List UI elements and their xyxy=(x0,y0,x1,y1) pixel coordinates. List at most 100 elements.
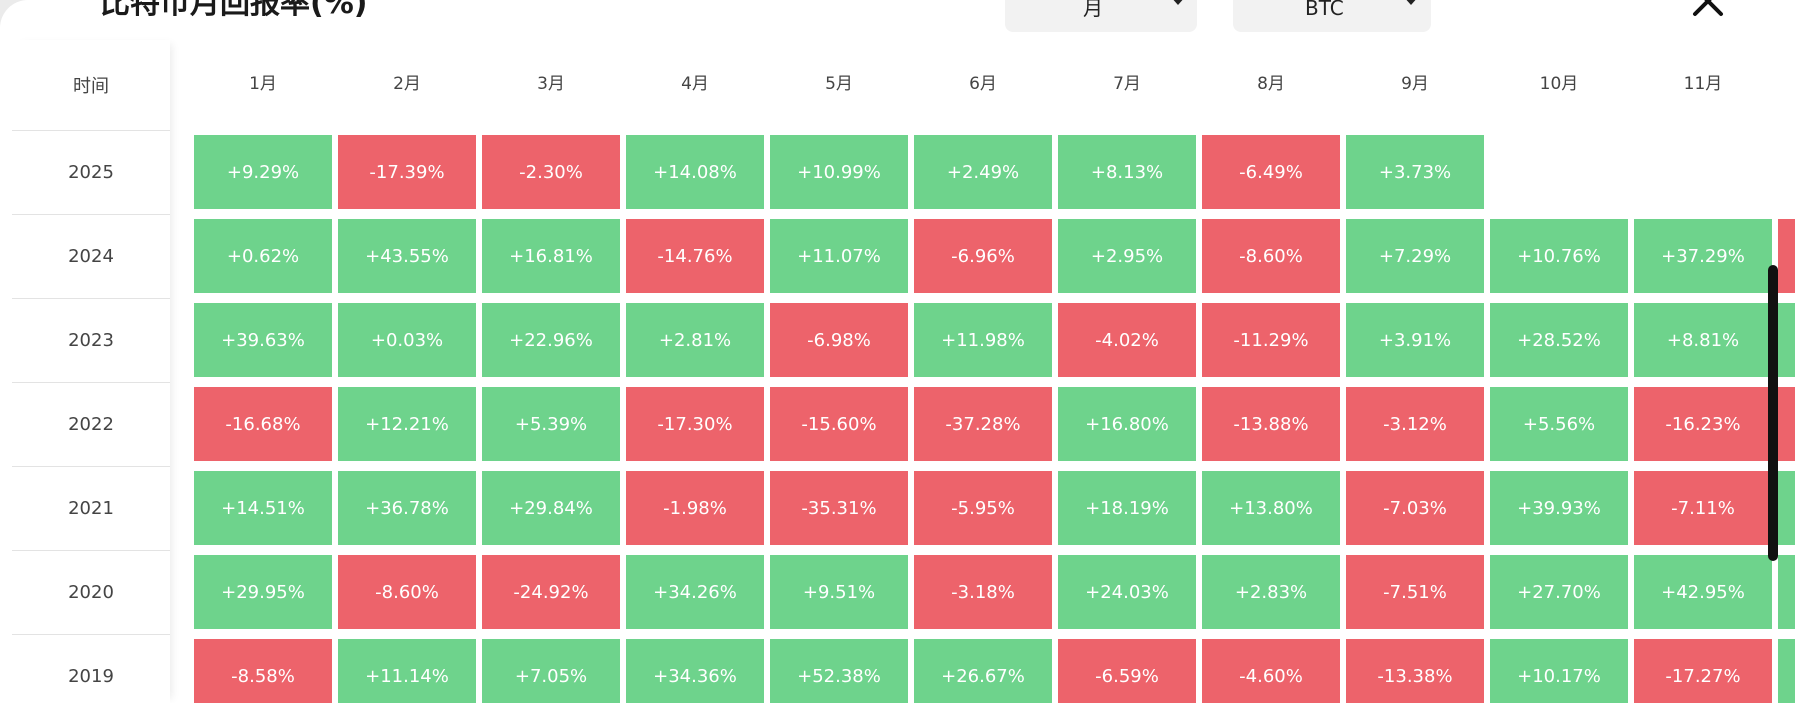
return-cell[interactable]: +29.95% xyxy=(194,555,332,629)
return-cell[interactable]: +10.17% xyxy=(1490,639,1628,703)
return-cell[interactable]: -4.60% xyxy=(1202,639,1340,703)
time-column: 时间 2025 2024 2023 2022 2021 2020 2019 xyxy=(12,40,170,703)
return-cell[interactable]: -8.58% xyxy=(194,639,332,703)
return-cell[interactable]: +43.55% xyxy=(338,219,476,293)
year-label: 2024 xyxy=(12,214,170,298)
return-cell[interactable]: +14.08% xyxy=(626,135,764,209)
return-cell[interactable]: -2.30% xyxy=(482,135,620,209)
return-cell[interactable]: -8.60% xyxy=(1202,219,1340,293)
return-cell[interactable]: +16.81% xyxy=(482,219,620,293)
return-cell[interactable]: -16.68% xyxy=(194,387,332,461)
return-cell[interactable]: +2.83% xyxy=(1202,555,1340,629)
return-cell[interactable]: -16.23% xyxy=(1634,387,1772,461)
return-cell[interactable]: +28.52% xyxy=(1490,303,1628,377)
return-cell[interactable]: +0.03% xyxy=(338,303,476,377)
return-cell[interactable]: +52.38% xyxy=(770,639,908,703)
return-cell[interactable]: +11.14% xyxy=(338,639,476,703)
return-cell[interactable]: +7.29% xyxy=(1346,219,1484,293)
return-cell[interactable]: +10.76% xyxy=(1490,219,1628,293)
month-header: 7月 xyxy=(1113,74,1141,94)
month-header: 2月 xyxy=(393,74,421,94)
return-cell[interactable]: -7.51% xyxy=(1346,555,1484,629)
return-cell[interactable]: -35.31% xyxy=(770,471,908,545)
return-cell[interactable]: -5.95% xyxy=(914,471,1052,545)
page-title: 比特币月回报率(%) xyxy=(100,0,368,21)
return-cell[interactable]: -7.11% xyxy=(1634,471,1772,545)
return-cell[interactable]: -15.60% xyxy=(770,387,908,461)
return-cell[interactable]: -6.98% xyxy=(770,303,908,377)
time-column-header: 时间 xyxy=(73,76,109,97)
return-cell[interactable]: +26.67% xyxy=(914,639,1052,703)
return-cell[interactable]: +11.07% xyxy=(770,219,908,293)
return-cell[interactable]: -24.92% xyxy=(482,555,620,629)
return-cell[interactable]: +34.26% xyxy=(626,555,764,629)
return-cell[interactable]: +29.84% xyxy=(482,471,620,545)
return-cell[interactable]: -7.03% xyxy=(1346,471,1484,545)
return-cell[interactable]: +8.13% xyxy=(1058,135,1196,209)
return-cell[interactable]: +16.80% xyxy=(1058,387,1196,461)
return-cell-clipped[interactable] xyxy=(1778,639,1795,703)
return-cell[interactable]: +3.91% xyxy=(1346,303,1484,377)
return-cell[interactable]: +18.19% xyxy=(1058,471,1196,545)
return-cell-clipped[interactable] xyxy=(1778,555,1795,629)
month-header: 9月 xyxy=(1401,74,1429,94)
return-cell[interactable]: +9.29% xyxy=(194,135,332,209)
return-cell[interactable]: -11.29% xyxy=(1202,303,1340,377)
month-header: 3月 xyxy=(537,74,565,94)
return-cell[interactable]: +13.80% xyxy=(1202,471,1340,545)
close-button[interactable] xyxy=(1688,0,1728,22)
return-cell[interactable]: +24.03% xyxy=(1058,555,1196,629)
return-cell-clipped[interactable] xyxy=(1778,303,1795,377)
return-cell[interactable]: +2.95% xyxy=(1058,219,1196,293)
close-icon xyxy=(1693,0,1723,16)
return-cell[interactable]: -8.60% xyxy=(338,555,476,629)
asset-dropdown[interactable]: BTC xyxy=(1233,0,1431,32)
return-cell[interactable]: -6.96% xyxy=(914,219,1052,293)
return-cell[interactable]: -13.88% xyxy=(1202,387,1340,461)
return-cell[interactable]: +22.96% xyxy=(482,303,620,377)
return-cell[interactable]: -6.49% xyxy=(1202,135,1340,209)
return-cell-clipped[interactable] xyxy=(1778,471,1795,545)
return-cell[interactable]: +5.39% xyxy=(482,387,620,461)
return-cell[interactable]: +42.95% xyxy=(1634,555,1772,629)
return-cell[interactable]: +2.49% xyxy=(914,135,1052,209)
return-cell[interactable]: -17.30% xyxy=(626,387,764,461)
return-cell-clipped[interactable] xyxy=(1778,387,1795,461)
return-cell[interactable]: +37.29% xyxy=(1634,219,1772,293)
month-header: 1月 xyxy=(249,74,277,94)
year-label: 2023 xyxy=(12,298,170,382)
return-cell[interactable]: -37.28% xyxy=(914,387,1052,461)
return-cell[interactable]: +9.51% xyxy=(770,555,908,629)
return-cell[interactable]: -3.18% xyxy=(914,555,1052,629)
period-dropdown[interactable]: 月 xyxy=(1005,0,1197,32)
return-cell[interactable]: +27.70% xyxy=(1490,555,1628,629)
return-cell[interactable]: +11.98% xyxy=(914,303,1052,377)
return-cell[interactable]: +7.05% xyxy=(482,639,620,703)
asset-dropdown-label: BTC xyxy=(1305,0,1344,20)
return-cell[interactable]: -4.02% xyxy=(1058,303,1196,377)
return-cell[interactable]: +36.78% xyxy=(338,471,476,545)
return-cell[interactable]: +12.21% xyxy=(338,387,476,461)
return-cell[interactable]: -6.59% xyxy=(1058,639,1196,703)
return-cell[interactable]: -14.76% xyxy=(626,219,764,293)
return-cell[interactable]: +39.93% xyxy=(1490,471,1628,545)
month-header: 8月 xyxy=(1257,74,1285,94)
return-cell[interactable]: -17.27% xyxy=(1634,639,1772,703)
return-cell[interactable]: +2.81% xyxy=(626,303,764,377)
return-cell[interactable]: -17.39% xyxy=(338,135,476,209)
return-cell[interactable]: +5.56% xyxy=(1490,387,1628,461)
return-cell[interactable]: -1.98% xyxy=(626,471,764,545)
return-cell[interactable]: +14.51% xyxy=(194,471,332,545)
return-cell[interactable]: -13.38% xyxy=(1346,639,1484,703)
return-cell[interactable]: -3.12% xyxy=(1346,387,1484,461)
return-cell[interactable]: +10.99% xyxy=(770,135,908,209)
return-cell-clipped[interactable] xyxy=(1778,219,1795,293)
vertical-scrollbar[interactable] xyxy=(1768,265,1778,561)
return-cell[interactable]: +8.81% xyxy=(1634,303,1772,377)
year-label: 2020 xyxy=(12,550,170,634)
return-cell[interactable]: +3.73% xyxy=(1346,135,1484,209)
return-cell[interactable]: +0.62% xyxy=(194,219,332,293)
return-cell[interactable]: +34.36% xyxy=(626,639,764,703)
return-cell[interactable]: +39.63% xyxy=(194,303,332,377)
